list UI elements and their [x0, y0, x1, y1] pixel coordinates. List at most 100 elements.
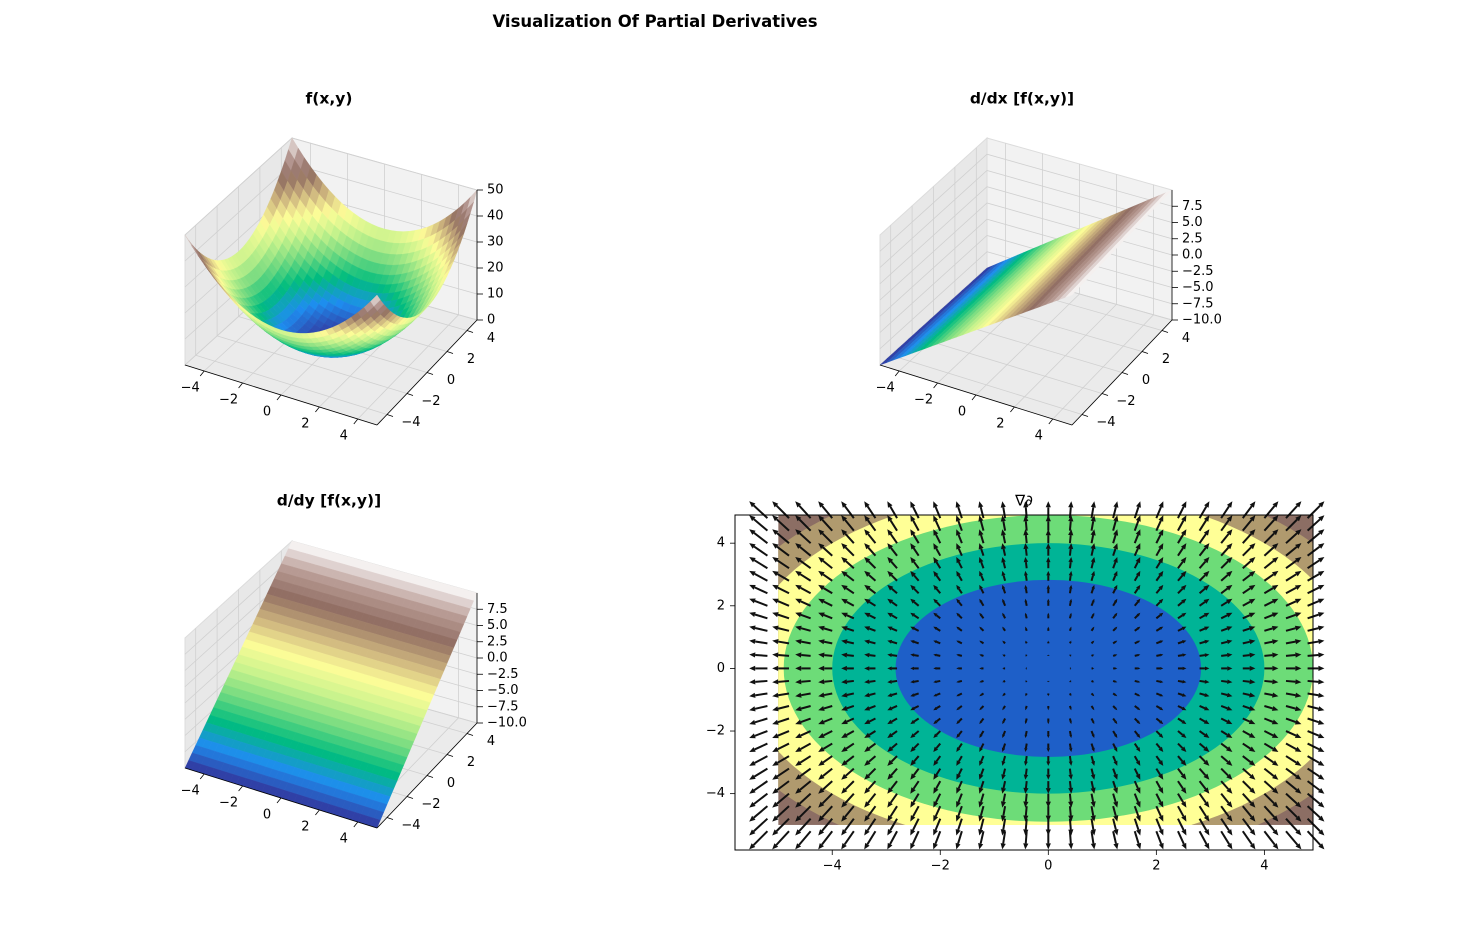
quiver-arrow — [913, 654, 919, 657]
quiver-arrow-head — [1113, 747, 1118, 752]
quiver-arrow — [866, 505, 877, 519]
quiver-arrow — [1002, 793, 1007, 802]
quiver-arrow — [890, 767, 898, 776]
quiver-arrow — [1263, 559, 1275, 570]
quiver-arrow-head — [1203, 612, 1210, 618]
quiver-arrow-head — [1024, 570, 1028, 576]
quiver-arrow-head — [1226, 719, 1233, 725]
quiver-arrow-head — [1180, 557, 1187, 564]
quiver-arrow-head — [978, 557, 984, 563]
quiver-arrow — [823, 640, 833, 645]
quiver-arrow-head — [795, 598, 802, 604]
quiver-arrow — [1221, 679, 1228, 683]
quiver-arrow-head — [749, 692, 756, 698]
quiver-arrow — [1112, 793, 1117, 803]
y-tick-label: −2 — [421, 797, 440, 812]
quiver-arrow-head — [1249, 557, 1256, 563]
quiver-arrow — [821, 805, 833, 818]
quiver-arrow — [1112, 755, 1117, 762]
grid-line — [1052, 314, 1154, 420]
quiver-arrow-head — [749, 747, 756, 752]
quiver-arrow-head — [1135, 515, 1141, 522]
quiver-arrow — [934, 818, 942, 831]
quiver-arrow-head — [1203, 746, 1210, 752]
quiver-arrow-head — [1158, 746, 1164, 752]
quiver-arrow-head — [841, 529, 848, 536]
quiver-arrow-head — [979, 680, 982, 683]
quiver-arrow-head — [1136, 612, 1141, 617]
quiver-arrow-head — [1090, 529, 1096, 536]
y-tick-label: 0 — [1142, 373, 1150, 388]
quiver-arrow — [1091, 654, 1094, 657]
quiver-arrow-head — [979, 598, 983, 603]
quiver-arrow-head — [1203, 759, 1210, 766]
quiver-arrow-head — [933, 733, 938, 738]
quiver-arrow — [867, 780, 877, 790]
quiver-arrow-head — [1159, 653, 1164, 657]
quiver-arrow — [800, 705, 811, 710]
quiver-arrow — [1068, 793, 1072, 802]
quiver-arrow-head — [864, 557, 871, 564]
quiver-arrow-head — [1002, 612, 1005, 616]
x-tick-label: −4 — [181, 381, 200, 396]
quiver-arrow — [1024, 548, 1028, 556]
quiver-arrow — [846, 640, 855, 645]
quiver-arrow-head — [864, 679, 870, 684]
quiver-arrow — [753, 545, 768, 557]
quiver-arrow-head — [1068, 815, 1074, 822]
quiver-arrow-head — [795, 639, 802, 645]
quiver-arrow — [1242, 767, 1252, 777]
quiver-arrow-head — [1158, 733, 1164, 738]
quiver-arrow-head — [1317, 598, 1325, 604]
quiver-arrow — [823, 717, 833, 723]
quiver-arrow — [935, 793, 942, 803]
quiver-arrow-head — [910, 653, 915, 657]
quiver-arrow — [935, 534, 942, 544]
quiver-arrow — [866, 818, 877, 832]
quiver-arrow-head — [956, 787, 962, 794]
quiver-arrow-head — [1317, 733, 1325, 739]
quiver-arrow-head — [1136, 584, 1141, 590]
quiver-arrow — [844, 532, 855, 544]
quiver-arrow-head — [1295, 787, 1302, 794]
quiver-arrow — [1069, 654, 1072, 657]
quiver-arrow — [753, 559, 768, 570]
quiver-arrow-head — [933, 501, 938, 508]
quiver-arrow — [1090, 718, 1094, 723]
quiver-arrow-head — [1069, 612, 1072, 616]
quiver-arrow-head — [887, 719, 893, 725]
quiver-arrow-head — [1226, 612, 1233, 618]
quiver-arrow — [1002, 818, 1007, 830]
quiver-arrow — [1242, 692, 1250, 696]
quiver-arrow-head — [1295, 815, 1302, 822]
quiver-arrow — [1112, 743, 1117, 749]
quiver-arrow — [1112, 640, 1116, 645]
quiver-arrow-head — [910, 746, 916, 752]
quiver-arrow-head — [1136, 829, 1141, 836]
quiver-arrow — [1068, 781, 1072, 789]
quiver-arrow-head — [1249, 501, 1256, 508]
quiver-arrow-head — [772, 598, 779, 604]
quiver-arrow — [754, 755, 768, 764]
quiver-arrow — [868, 730, 876, 736]
quiver-arrow — [890, 755, 898, 763]
quiver-arrow — [1090, 601, 1094, 607]
quiver-arrow-head — [910, 515, 916, 522]
y-tick — [386, 414, 394, 417]
x-tick — [238, 785, 243, 792]
quiver-arrow-head — [1113, 843, 1119, 850]
quiver-arrow — [1112, 692, 1116, 696]
z-tick-label: 2.5 — [487, 634, 508, 649]
quiver-arrow — [1133, 818, 1140, 831]
quiver-arrow — [1177, 692, 1183, 696]
quiver-arrow — [1285, 780, 1298, 791]
quiver-arrow — [1220, 560, 1229, 569]
quiver-arrow — [1024, 818, 1028, 830]
quiver-arrow-head — [795, 584, 802, 590]
quiver-arrow — [1198, 830, 1208, 845]
quiver-arrow-head — [1068, 843, 1074, 850]
quiver-arrow — [980, 627, 985, 632]
quiver-arrow — [1242, 717, 1251, 723]
quiver-arrow — [1198, 547, 1207, 557]
z-tick-label: 5.0 — [1182, 215, 1203, 230]
